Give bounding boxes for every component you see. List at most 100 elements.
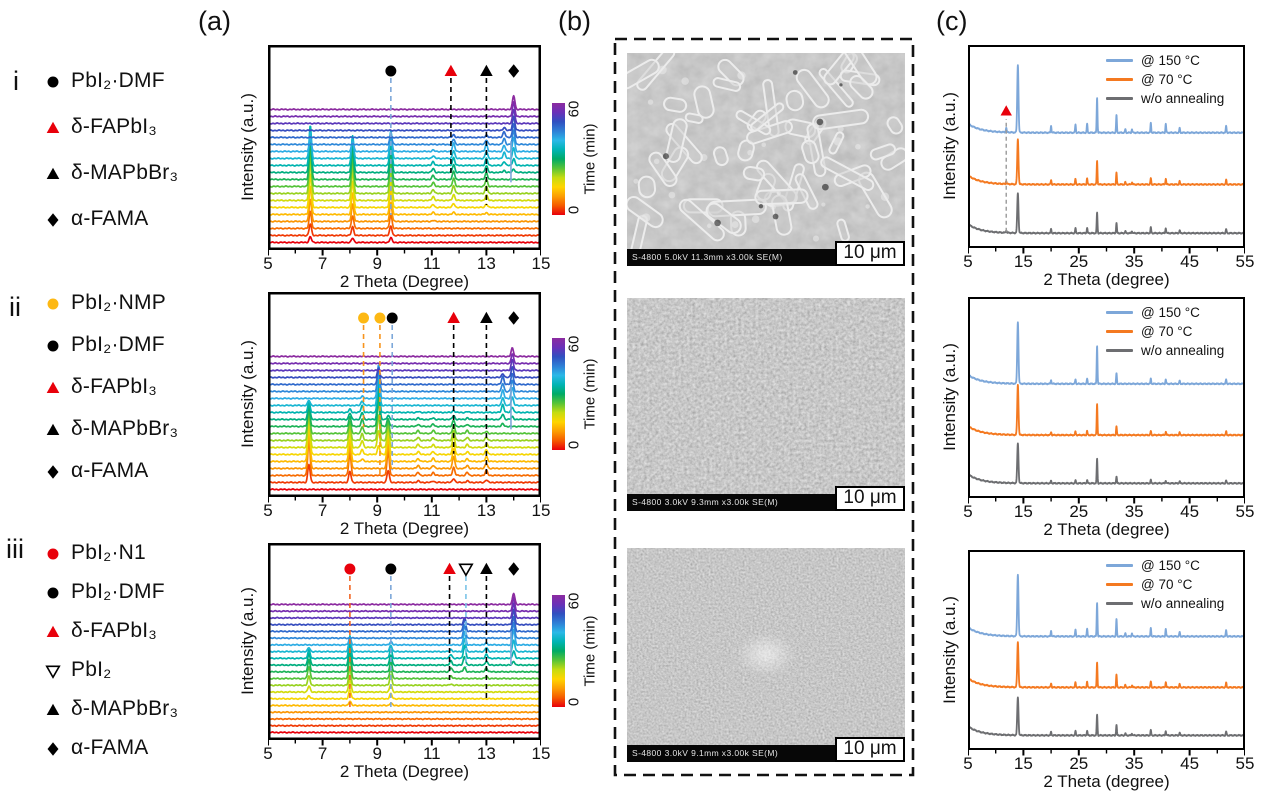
a-iii-plot <box>267 543 542 746</box>
diamond-marker-icon <box>508 64 520 78</box>
colorbar-tick-min: 0 <box>565 697 583 707</box>
panel-b-dashed-border <box>613 37 915 777</box>
triangle-up-marker-icon <box>480 562 493 575</box>
diamond-icon <box>47 213 59 227</box>
c-i-plot <box>967 45 1246 254</box>
circle-marker-icon <box>47 587 59 599</box>
legend-a-ii: PbI₂·NMP PbI₂·DMF δ-FAPbI₃ δ-MAPbBr₃ α-FAMA <box>44 288 264 486</box>
diamond-marker-icon <box>47 465 59 479</box>
legend-item: PbI₂ <box>44 655 264 685</box>
xrd-waterfall-a-ii <box>267 292 542 509</box>
triangle-up-icon <box>46 625 60 638</box>
x-tick-label: 25 <box>1069 502 1089 521</box>
triangle-down-open-icon <box>45 665 61 679</box>
circle-marker-icon <box>47 548 59 560</box>
scale-bar-label: 10 μm <box>843 738 897 759</box>
ylabel-a-ii: Intensity (a.u.) <box>238 340 257 448</box>
colorbar-label: Time (min) <box>581 123 599 195</box>
x-tick-label: 45 <box>1180 502 1200 521</box>
scale-bar: 10 μm <box>835 486 905 511</box>
triangle-up-marker-icon <box>443 562 456 575</box>
x-tick-label: 5 <box>263 254 273 273</box>
circle-marker-icon <box>47 340 59 352</box>
legend-item: @ 70 °C <box>1106 324 1224 339</box>
x-tick-label: 7 <box>317 501 328 520</box>
x-tick-label: 5 <box>963 754 973 773</box>
triangle-up-marker-icon <box>1000 105 1012 116</box>
x-tick-label: 7 <box>317 254 328 273</box>
x-tick-label: 11 <box>422 501 441 520</box>
legend-item: α-FAMA <box>44 733 264 763</box>
circle-icon <box>47 76 59 88</box>
legend-label: @ 70 °C <box>1141 71 1193 87</box>
legend-line-swatch <box>1106 601 1133 605</box>
legend-label: δ-MAPbBr₃ <box>71 161 179 184</box>
x-tick-label: 5 <box>263 744 273 763</box>
x-tick-label: 55 <box>1235 754 1255 773</box>
diamond-marker-icon <box>47 742 59 756</box>
legend-a-iii: PbI₂·N1 PbI₂·DMF δ-FAPbI₃ PbI₂ δ-MAPbBr₃ α-FA… <box>44 538 264 763</box>
legend-label: α-FAMA <box>71 207 149 230</box>
x-tick-label: 9 <box>372 254 382 273</box>
legend-item: δ-FAPbI₃ <box>44 112 264 142</box>
x-tick-label: 5 <box>963 502 973 521</box>
sem-image-2: S-4800 3.0kV 9.3mm x3.00k SE(M) 10 μm <box>627 298 905 511</box>
time-colorbar <box>552 595 565 707</box>
legend-line-swatch <box>1106 58 1133 62</box>
xlabel-c-i: 2 Theta (degree) <box>1043 270 1170 289</box>
a-i-plot <box>267 45 542 256</box>
sem-image-1: S-4800 5.0kV 11.3mm x3.00k SE(M) 10 μm <box>627 53 905 266</box>
legend-item: δ-FAPbI₃ <box>44 616 264 646</box>
legend-label: w/o annealing <box>1141 342 1225 358</box>
x-tick-label: 35 <box>1124 252 1144 271</box>
xrd-waterfall-a-iii <box>267 543 542 752</box>
ylabel-c-i: Intensity (a.u.) <box>940 92 959 200</box>
triangle-up-icon <box>46 423 60 436</box>
legend-item: δ-FAPbI₃ <box>44 372 264 402</box>
legend-item: α-FAMA <box>44 456 264 486</box>
triangle-down-open-marker-icon <box>458 563 474 577</box>
panel-c-label: (c) <box>936 6 968 36</box>
triangle-up-marker-icon <box>46 625 60 638</box>
legend-line-swatch <box>1106 563 1133 567</box>
xrd-trace-2 <box>967 64 1246 135</box>
sem-micrograph <box>627 548 905 745</box>
xrd-stack-c-i <box>967 45 1246 260</box>
legend-item: @ 150 °C <box>1106 558 1224 573</box>
x-tick-label: 11 <box>422 254 441 273</box>
legend-label: PbI₂·DMF <box>71 333 165 356</box>
circle-marker-icon <box>385 563 397 575</box>
legend-label: w/o annealing <box>1141 595 1225 611</box>
x-tick-label: 5 <box>263 501 273 520</box>
legend-item: δ-MAPbBr₃ <box>44 694 264 724</box>
triangle-up-marker-icon <box>46 703 60 716</box>
triangle-down-open-marker-icon <box>45 665 61 679</box>
time-colorbar <box>552 338 565 450</box>
time-colorbar <box>552 103 565 215</box>
x-tick-label: 13 <box>476 744 496 763</box>
triangle-up-marker-icon <box>444 64 458 77</box>
legend-line-swatch <box>1106 329 1133 333</box>
x-tick-label: 55 <box>1235 502 1255 521</box>
legend-label: δ-MAPbBr₃ <box>71 417 179 440</box>
x-tick-label: 13 <box>476 254 496 273</box>
ylabel-c-iii: Intensity (a.u.) <box>940 596 959 704</box>
sem-micrograph <box>627 298 905 494</box>
legend-item: @ 70 °C <box>1106 577 1224 592</box>
xrd-trace-2 <box>967 573 1246 638</box>
legend-item: δ-MAPbBr₃ <box>44 158 264 188</box>
legend-item: @ 150 °C <box>1106 305 1224 320</box>
xrd-trace-1 <box>967 138 1246 186</box>
xlabel-a-iii: 2 Theta (Degree) <box>339 762 470 781</box>
legend-label: α-FAMA <box>71 736 149 759</box>
colorbar-tick-max: 60 <box>565 592 583 610</box>
colorbar-label: Time (min) <box>581 358 599 430</box>
legend-item: @ 70 °C <box>1106 71 1224 87</box>
legend-item: @ 150 °C <box>1106 53 1224 68</box>
triangle-up-icon <box>46 381 60 394</box>
c-ii-plot <box>967 297 1246 504</box>
triangle-up-marker-icon <box>447 311 460 324</box>
diamond-marker-icon <box>47 213 59 227</box>
legend-item: PbI₂·DMF <box>44 577 264 607</box>
circle-marker-icon <box>344 563 356 575</box>
